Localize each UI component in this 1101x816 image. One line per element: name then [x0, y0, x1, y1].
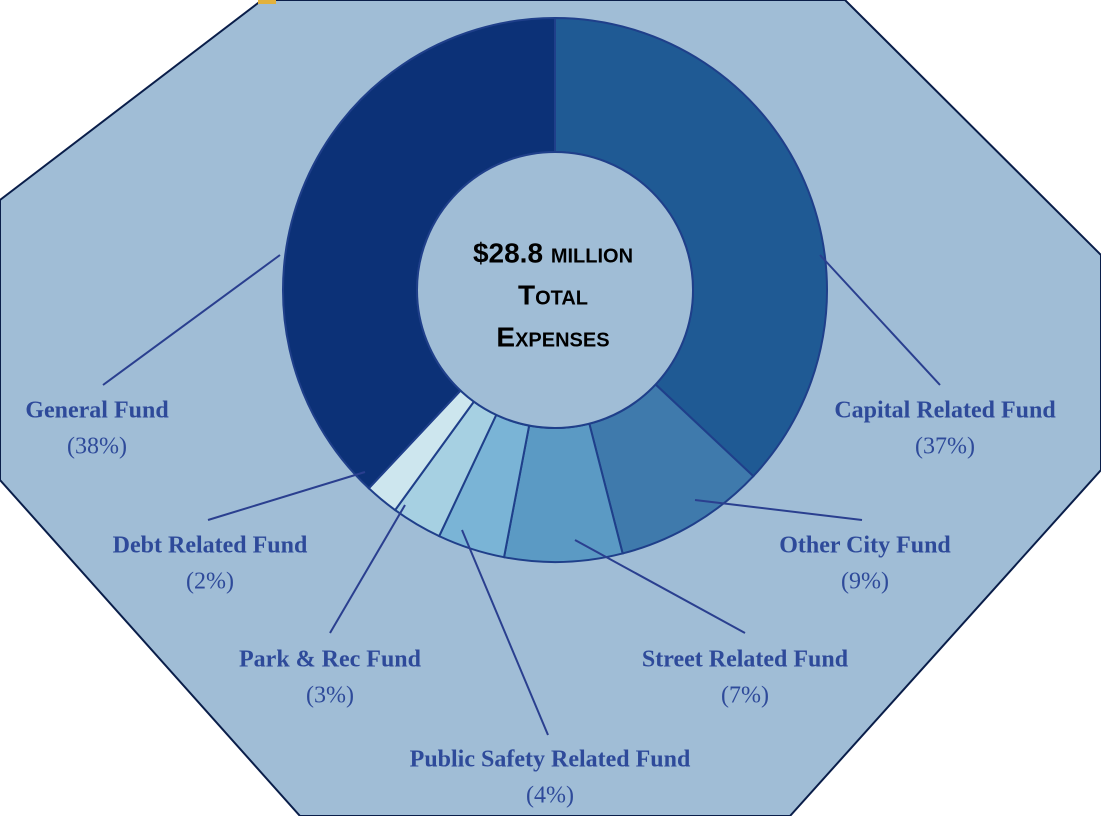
slice-label: Other City Fund [779, 533, 951, 559]
slice-value-label: (3%) [306, 683, 354, 709]
slice-value-label: (7%) [721, 683, 769, 709]
donut-hole [416, 151, 694, 429]
logo-fragment [258, 0, 276, 4]
leader-line [329, 504, 406, 634]
slice-label: Debt Related Fund [113, 533, 308, 559]
slice-value-label: (2%) [186, 569, 234, 595]
slice-label: Capital Related Fund [834, 398, 1056, 424]
leader-line [207, 471, 366, 521]
slice-label: Park & Rec Fund [239, 647, 422, 673]
leader-line [694, 499, 863, 521]
center-label: Total [518, 279, 588, 310]
slice-value-label: (38%) [67, 434, 127, 460]
slice-label: General Fund [25, 398, 169, 424]
slice-value-label: (9%) [841, 569, 889, 595]
leader-line [461, 529, 549, 736]
slice-value-label: (37%) [915, 434, 975, 460]
center-label: Expenses [496, 321, 609, 352]
slice-value-label: (4%) [526, 783, 574, 809]
center-label: $28.8 million [473, 237, 633, 268]
slice-label: Street Related Fund [642, 647, 849, 673]
leader-line [819, 254, 941, 386]
leader-line [574, 539, 746, 634]
leader-line [102, 254, 281, 386]
slice-label: Public Safety Related Fund [410, 747, 691, 773]
